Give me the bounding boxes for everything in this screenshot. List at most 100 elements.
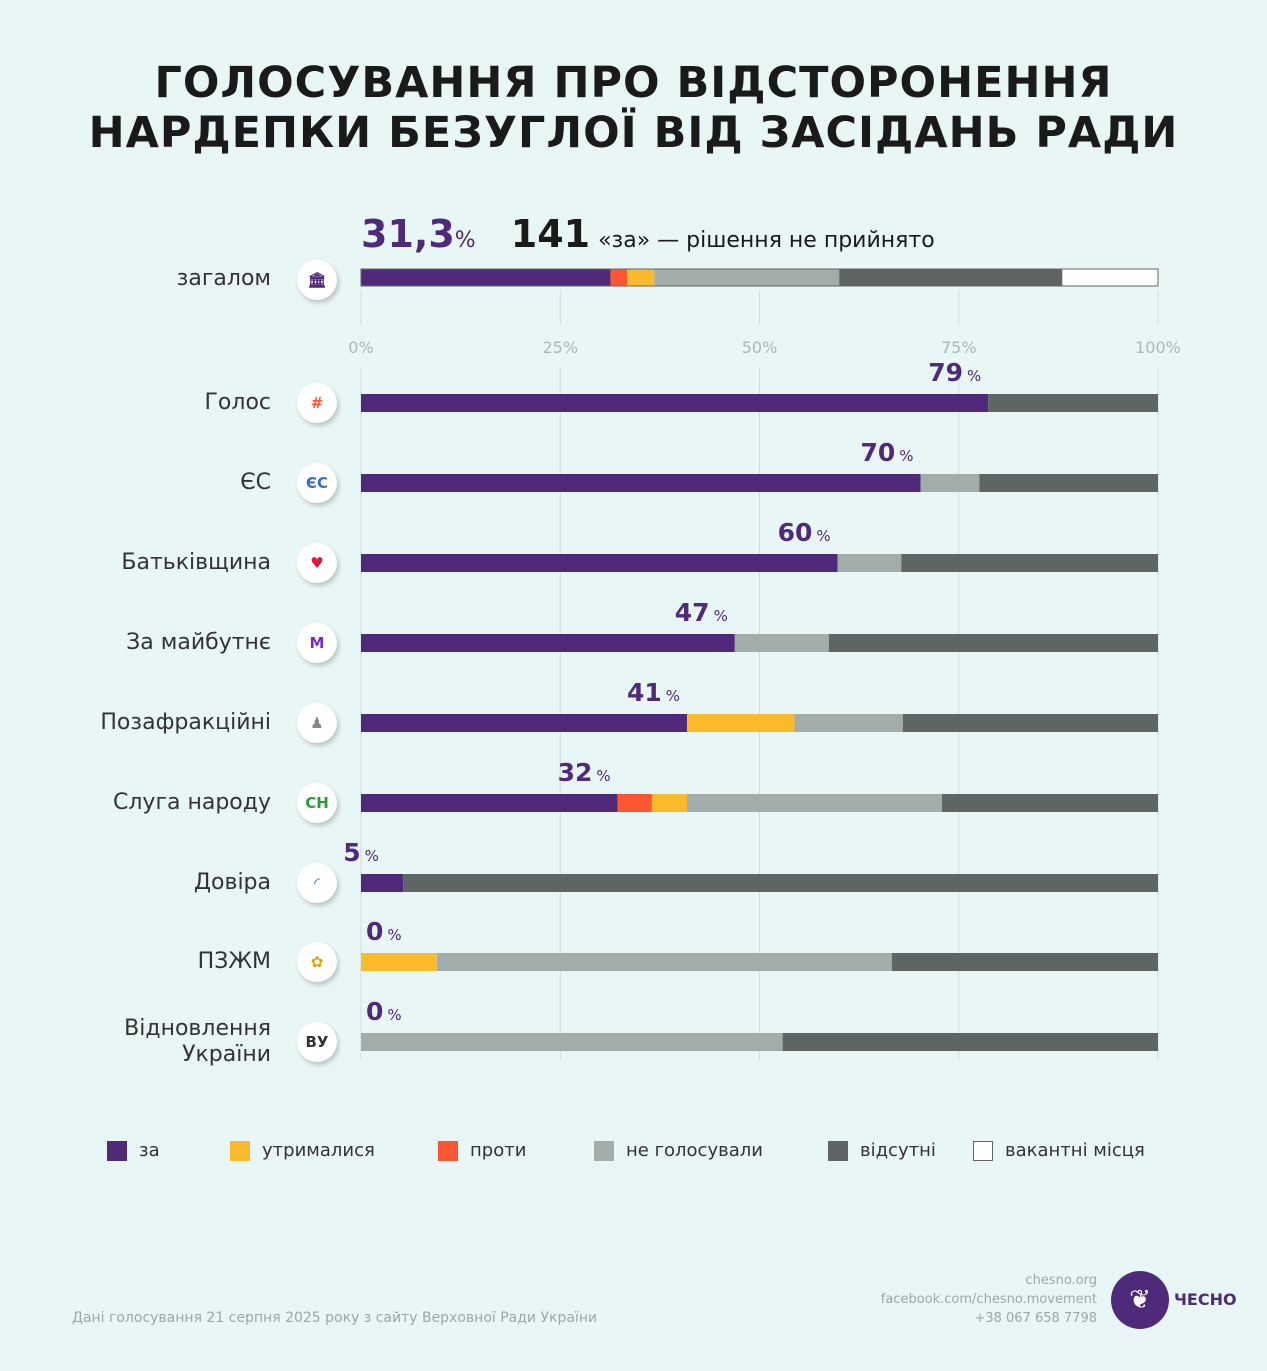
x-tick-label: 50% — [742, 338, 778, 357]
website-link[interactable]: chesno.org — [1025, 1273, 1097, 1288]
party-bar-segment-za — [361, 874, 404, 892]
dovira-logo-icon: ◜ — [297, 863, 337, 903]
legend-item-ne_holosuvaly: не голосували — [594, 1140, 763, 1161]
legend-item-utrymalysia: утрималися — [230, 1140, 375, 1161]
x-tick-label: 100% — [1135, 338, 1181, 357]
overall-bar-segment-ne_holosuvaly — [654, 269, 840, 286]
overall-bar-outline — [360, 268, 1159, 287]
overall-bar-segment-vidsutni — [839, 269, 1063, 286]
party-bar-segment-vidsutni — [901, 554, 1158, 572]
za-percent-label: 47% — [675, 598, 728, 627]
party-bar-segment-vidsutni — [988, 394, 1158, 412]
page-title: ГОЛОСУВАННЯ ПРО ВІДСТОРОНЕННЯ НАРДЕПКИ Б… — [0, 58, 1267, 158]
za-percent-label: 41% — [627, 678, 680, 707]
x-tick-label: 75% — [941, 338, 977, 357]
sluha-logo-icon: СН — [297, 783, 337, 823]
es-logo-icon: ЄС — [297, 463, 337, 503]
legend-label: вакантні місця — [1005, 1140, 1145, 1161]
party-bar-segment-vidsutni — [828, 634, 1158, 652]
overall-bar-segment-vakantni — [1062, 269, 1158, 286]
contacts: chesno.org facebook.com/chesno.movement … — [881, 1271, 1097, 1328]
x-tick-label: 0% — [348, 338, 373, 357]
legend-swatch — [107, 1140, 127, 1161]
heart-icon: ♥ — [297, 543, 337, 583]
summary-percent-unit: % — [454, 228, 476, 253]
row-label: ПЗЖМ — [197, 949, 271, 974]
legend-label: проти — [470, 1140, 527, 1161]
row-label: загалом — [176, 266, 271, 291]
row-label: Батьківщина — [121, 550, 271, 575]
za-maibutnie-logo-icon: M — [297, 623, 337, 663]
title-line-1: ГОЛОСУВАННЯ ПРО ВІДСТОРОНЕННЯ — [154, 58, 1113, 108]
legend-swatch — [230, 1140, 250, 1161]
title-line-2: НАРДЕПКИ БЕЗУГЛОЇ ВІД ЗАСІДАНЬ РАДИ — [88, 108, 1179, 158]
party-bar-segment-ne_holosuvaly — [686, 794, 943, 812]
row-label: ЄС — [240, 470, 271, 495]
legend-item-proty: проти — [438, 1140, 526, 1161]
party-bar-segment-za — [361, 634, 735, 652]
legend-swatch — [438, 1140, 458, 1161]
row-label: Голос — [204, 390, 272, 415]
party-bar-segment-utrymalysia — [651, 794, 687, 812]
party-bar-segment-vidsutni — [782, 1033, 1158, 1051]
summary-count: 141 — [510, 212, 591, 256]
party-bar-segment-za — [361, 714, 687, 732]
phone: +38 067 658 7798 — [974, 1311, 1097, 1326]
party-bar-segment-ne_holosuvaly — [920, 474, 980, 492]
overall-bar-segment-za — [361, 269, 611, 286]
legend-item-vidsutni: відсутні — [828, 1140, 936, 1161]
party-bar-segment-za — [361, 474, 921, 492]
party-bar-segment-proty — [617, 794, 652, 812]
za-percent-label: 0% — [366, 917, 402, 946]
legend-swatch — [828, 1140, 848, 1161]
legend-swatch — [594, 1140, 614, 1161]
za-percent-label: 70% — [860, 438, 913, 467]
overall-bar-segment-utrymalysia — [627, 269, 655, 286]
chesno-logo-icon: ❦ — [1111, 1271, 1169, 1329]
vu-logo-icon: ВУ — [297, 1022, 337, 1062]
za-percent-label: 5% — [343, 838, 379, 867]
x-tick-label: 25% — [542, 338, 578, 357]
parliament-icon: 🏛 — [297, 260, 337, 300]
summary-percent: 31,3 — [361, 212, 455, 256]
za-percent-label: 60% — [778, 518, 831, 547]
legend-item-vakantni: вакантні місця — [973, 1140, 1145, 1161]
sunflower-icon: ✿ — [297, 942, 337, 982]
row-label: Довіра — [193, 870, 271, 895]
za-percent-label: 32% — [558, 758, 611, 787]
party-bar-segment-ne_holosuvaly — [436, 953, 892, 971]
source-note: Дані голосування 21 серпня 2025 року з с… — [72, 1310, 598, 1326]
summary-text: «за» — рішення не прийнято — [598, 228, 935, 253]
holos-logo-icon: # — [297, 383, 337, 423]
overall-bar-segment-proty — [610, 269, 628, 286]
party-bar-segment-za — [361, 554, 838, 572]
party-bar-segment-vidsutni — [942, 794, 1158, 812]
facebook-link[interactable]: facebook.com/chesno.movement — [880, 1292, 1097, 1307]
legend-label: не голосували — [626, 1140, 763, 1161]
row-label: Слуга народу — [113, 790, 271, 815]
chesno-logo-text: ЧЕСНО — [1174, 1290, 1237, 1309]
row-label: Позафракційні — [100, 710, 271, 735]
party-bar-segment-utrymalysia — [361, 953, 437, 971]
person-icon: ♟ — [297, 703, 337, 743]
za-percent-label: 79% — [928, 358, 981, 387]
party-bar-segment-vidsutni — [902, 714, 1158, 732]
party-bar-segment-vidsutni — [403, 874, 1159, 892]
legend-label: відсутні — [860, 1140, 936, 1161]
row-label: За майбутнє — [126, 630, 271, 655]
party-bar-segment-ne_holosuvaly — [794, 714, 903, 732]
summary: 31,3% 141 «за» — рішення не прийнято — [361, 212, 935, 256]
party-bar-segment-ne_holosuvaly — [837, 554, 902, 572]
legend-label: за — [139, 1140, 160, 1161]
za-percent-label: 0% — [366, 997, 402, 1026]
party-bar-segment-za — [361, 394, 989, 412]
row-label: Відновлення України — [124, 1016, 271, 1067]
legend-label: утрималися — [262, 1140, 375, 1161]
party-bar-segment-utrymalysia — [686, 714, 795, 732]
party-bar-segment-ne_holosuvaly — [734, 634, 829, 652]
party-bar-segment-vidsutni — [891, 953, 1158, 971]
party-bar-segment-za — [361, 794, 618, 812]
legend-item-za: за — [107, 1140, 160, 1161]
chart: 0% 25% 50% 75% 100% 79 % 70 % 60 % 47 % 41 % 32 % 5 % 0 % 0% — [343, 268, 1181, 1060]
party-bar-segment-vidsutni — [979, 474, 1158, 492]
